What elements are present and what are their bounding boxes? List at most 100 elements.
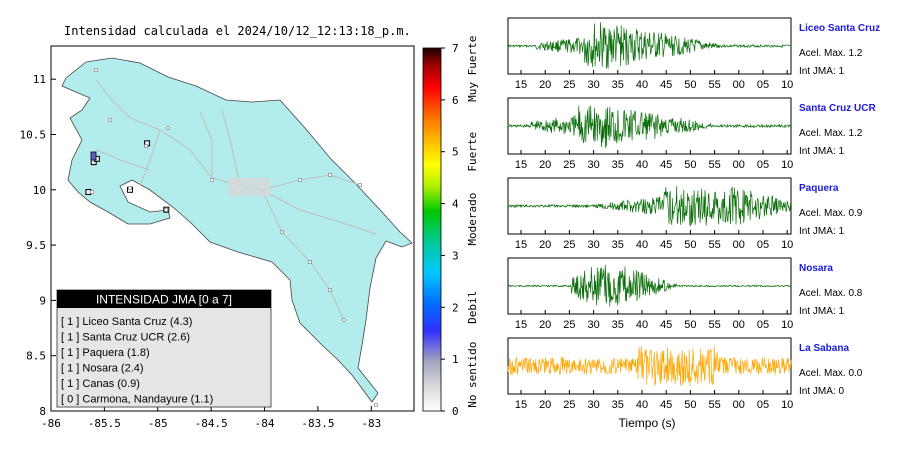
town-dot [144,144,148,148]
time-tick-label: 10 [781,79,793,91]
time-tick-label: 00 [733,399,745,411]
time-tick-label: 50 [684,239,696,251]
colorbar-category-label: Moderado [466,193,479,246]
lat-tick-label: 8.5 [26,350,46,363]
colorbar-tick-label: 7 [452,42,459,55]
time-tick-label: 55 [708,399,720,411]
station-name: Santa Cruz UCR [799,103,876,114]
time-tick-label: 00 [733,239,745,251]
time-tick-label: 05 [757,79,769,91]
lat-tick-label: 9.5 [26,239,46,252]
time-tick-label: 35 [612,159,624,171]
latitude-ticks: 11 10.5 10 9.5 9 8.5 8 [20,73,56,418]
time-tick-label: 05 [757,239,769,251]
time-tick-label: 50 [684,399,696,411]
town-dot [108,118,112,122]
station-name: La Sabana [799,343,849,354]
time-tick-label: 55 [708,319,720,331]
lon-tick-label: -85 [148,417,168,430]
lon-tick-label: -84.5 [195,417,228,430]
station-jma: Int JMA: 1 [799,226,844,237]
lon-tick-label: -84 [255,417,275,430]
legend-item: [ 1 ] Canas (0.9) [61,378,140,390]
colorbar-categories: No sentido Debil Moderado Fuerte Muy Fuerte [466,36,479,408]
time-tick-label: 30 [587,239,599,251]
station-name: Paquera [799,183,839,194]
lon-tick-label: -83 [361,417,381,430]
time-tick-label: 20 [539,399,551,411]
time-tick-label: 15 [515,79,527,91]
waveform [507,186,792,226]
legend-item: [ 0 ] Carmona, Nandayure (1.1) [61,394,213,406]
town-dot [164,208,168,212]
time-tick-label: 25 [563,239,575,251]
intensity-map: Intensidad calculada el 2024/10/12_12:13… [20,24,480,430]
san-jose-urban-area [228,178,270,196]
time-tick-label: 45 [660,159,672,171]
colorbar-category-label: No sentido [466,342,479,408]
colorbar-tick-label: 2 [452,301,459,314]
colorbar-tick-label: 6 [452,94,459,107]
town-dot [358,183,362,187]
station-peak-accel: Acel. Max. 1.2 [799,48,863,59]
town-dot [298,178,302,182]
time-tick-label: 55 [708,79,720,91]
town-dot [94,68,98,72]
time-tick-label: 00 [733,319,745,331]
time-tick-label: 30 [587,79,599,91]
time-tick-label: 55 [708,159,720,171]
time-tick-label: 10 [781,159,793,171]
map-frame [50,45,415,412]
time-tick-label: 10 [781,319,793,331]
time-tick-label: 30 [587,319,599,331]
time-tick-label: 30 [587,399,599,411]
time-tick-label: 35 [612,399,624,411]
time-axis-label: Tiempo (s) [619,416,676,430]
time-tick-label: 25 [563,399,575,411]
time-tick-label: 35 [612,79,624,91]
intensity-legend: INTENSIDAD JMA [0 a 7] [ 1 ] Liceo Santa… [56,289,272,408]
time-tick-label: 40 [636,79,648,91]
trace-panel: 15 20 25 30 35 40 45 50 55 00 05 10 Nosara Acel. Max.… [507,257,863,331]
colorbar-category-label: Debil [466,291,479,324]
lat-tick-label: 11 [33,73,46,86]
town-dot [166,126,170,130]
time-tick-label: 20 [539,159,551,171]
station-peak-accel: Acel. Max. 0.9 [799,208,863,219]
time-tick-label: 45 [660,239,672,251]
station-jma: Int JMA: 0 [799,386,844,397]
legend-item: [ 1 ] Liceo Santa Cruz (4.3) [61,316,192,328]
intensity-colorbar: 0 1 2 3 4 5 6 7 No sentido Debil Moderado Fuerte Mu… [422,36,479,418]
time-tick-label: 35 [612,239,624,251]
lat-tick-label: 10 [33,184,46,197]
waveform-panel: 15 20 25 30 35 40 45 50 55 00 05 10 Liceo Santa Cruz… [507,17,880,430]
legend-item: [ 1 ] Santa Cruz UCR (2.6) [61,332,190,344]
town-dot [308,260,312,264]
time-tick-label: 30 [587,159,599,171]
time-tick-label: 40 [636,239,648,251]
lat-tick-label: 8 [39,405,46,418]
station-jma: Int JMA: 1 [799,66,844,77]
time-tick-label: 05 [757,399,769,411]
time-tick-label: 55 [708,239,720,251]
time-tick-label: 20 [539,79,551,91]
time-tick-label: 05 [757,319,769,331]
lon-tick-label: -86 [41,417,61,430]
town-dot [328,288,332,292]
time-tick-label: 20 [539,319,551,331]
time-tick-label: 10 [781,399,793,411]
town-dot [210,178,214,182]
colorbar-tick-label: 5 [452,146,459,159]
trace-panel: 15 20 25 30 35 40 45 50 55 00 05 10 Santa Cruz UCR Ac… [507,97,876,171]
time-tick-label: 40 [636,159,648,171]
town-dot [90,190,94,194]
station-peak-accel: Acel. Max. 1.2 [799,128,863,139]
lon-tick-label: -83.5 [301,417,334,430]
town-dot [128,186,132,190]
time-tick-label: 50 [684,159,696,171]
trace-panel: 15 20 25 30 35 40 45 50 55 00 05 10 La Sabana Acel. M… [507,337,863,411]
lon-tick-label: -85.5 [88,417,121,430]
town-dot [328,173,332,177]
time-tick-label: 45 [660,319,672,331]
colorbar-gradient [422,47,442,412]
